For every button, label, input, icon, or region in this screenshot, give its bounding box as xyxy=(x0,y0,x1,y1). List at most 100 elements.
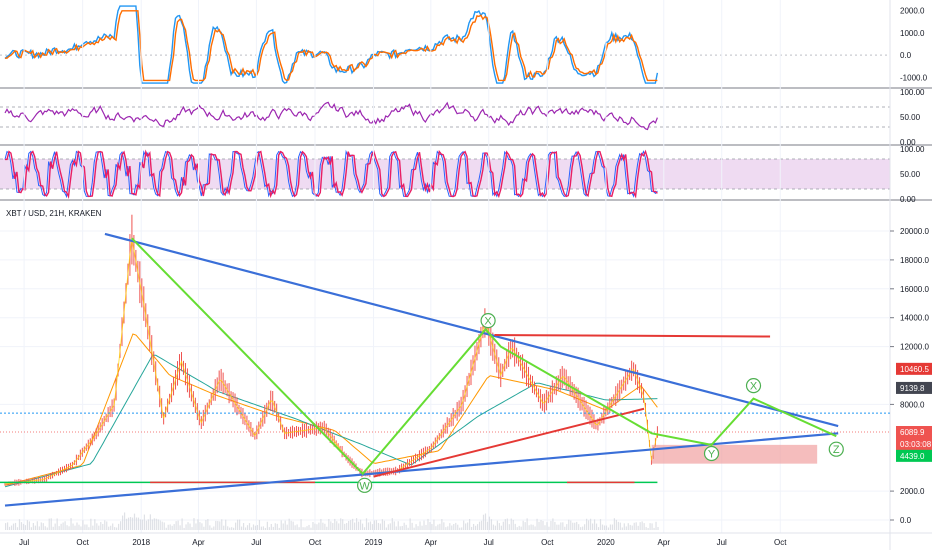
volume-bar xyxy=(205,520,207,530)
volume-bar xyxy=(175,521,177,530)
volume-bar xyxy=(467,522,469,530)
volume-bar xyxy=(647,527,649,530)
volume-bar xyxy=(102,523,104,530)
volume-bar xyxy=(457,524,459,530)
volume-bar xyxy=(580,527,582,530)
volume-bar xyxy=(62,522,64,530)
stoch-k-line xyxy=(4,149,658,199)
volume-bar xyxy=(290,520,292,530)
price-tag-bg xyxy=(896,426,932,439)
volume-bar xyxy=(437,524,439,530)
volume-bar xyxy=(258,520,261,530)
volume-bar xyxy=(403,522,405,530)
target-zone-box xyxy=(651,444,818,464)
volume-bar xyxy=(635,522,637,530)
volume-bar xyxy=(274,523,276,530)
volume-bar xyxy=(334,518,336,530)
volume-bar xyxy=(153,518,155,530)
volume-bar xyxy=(64,521,66,530)
volume-bar xyxy=(407,527,409,530)
volume-bar xyxy=(582,526,584,530)
volume-bar xyxy=(651,523,653,530)
x-tick-label: 2018 xyxy=(132,538,150,547)
volume-bar xyxy=(350,520,352,530)
volume-bar xyxy=(183,527,185,530)
volume-bar xyxy=(589,518,592,530)
time-axis[interactable]: Jul Oct 2018 Apr Jul Oct 2019 Apr Jul Oct 2020 Apr J… xyxy=(0,532,932,547)
volume-bar xyxy=(50,518,52,530)
volume-bar xyxy=(639,522,641,530)
volume-bar xyxy=(399,526,401,530)
volume-bar xyxy=(242,523,245,530)
volume-bar xyxy=(478,521,481,530)
volume-bar xyxy=(8,526,11,530)
volume-bar xyxy=(98,525,100,530)
volume-bar xyxy=(578,524,580,530)
price-tag-bg xyxy=(896,438,932,451)
x-tick-label: Jul xyxy=(251,538,261,547)
volume-bar xyxy=(141,519,144,530)
volume-bar xyxy=(469,518,471,530)
volume-bar xyxy=(411,522,413,530)
volume-bar xyxy=(90,518,92,530)
price-axis[interactable]: 20000.0 18000.0 16000.0 14000.0 12000.0 8000.… xyxy=(890,7,932,525)
volume-bar xyxy=(439,523,441,530)
x-tick-label: Apr xyxy=(192,538,205,547)
volume-bar xyxy=(463,520,465,530)
price-panel[interactable]: X W Y X Z xyxy=(0,0,891,550)
volume-bar xyxy=(28,521,30,530)
volume-bar xyxy=(355,518,358,530)
volume-bar xyxy=(586,518,588,530)
volume-bar xyxy=(181,518,183,530)
volume-bar xyxy=(215,520,217,530)
volume-bar xyxy=(46,527,48,530)
volume-bar xyxy=(94,519,96,530)
price-tag: 9139.8 xyxy=(900,384,925,393)
volume-bar xyxy=(110,525,112,530)
volume-bar xyxy=(157,519,159,530)
volume-bar xyxy=(506,518,508,530)
x-tick-label: Apr xyxy=(425,538,438,547)
volume-bar xyxy=(544,525,546,530)
volume-bar xyxy=(546,522,548,530)
wave-label: Y xyxy=(708,449,716,461)
red-resistance-line xyxy=(494,334,771,338)
volume-bar xyxy=(149,514,151,530)
volume-bar xyxy=(363,527,366,530)
volume-bar xyxy=(453,523,455,530)
volume-bar xyxy=(233,527,235,530)
volume-bar xyxy=(595,523,598,530)
volume-bar xyxy=(197,519,199,530)
volume-bar xyxy=(601,524,604,530)
volume-bar xyxy=(482,514,485,530)
volume-bar xyxy=(54,523,56,530)
volume-bar xyxy=(10,525,13,530)
volume-bar xyxy=(427,518,429,530)
volume-bar xyxy=(56,518,58,530)
volume-bar xyxy=(631,525,633,530)
volume-bar xyxy=(609,524,612,530)
volume-bar xyxy=(480,520,483,530)
y-tick-label: 12000.0 xyxy=(900,343,929,352)
volume-bar xyxy=(524,522,526,530)
volume-bar xyxy=(30,527,32,530)
y-tick-label: 16000.0 xyxy=(900,285,929,294)
volume-bar xyxy=(611,524,614,530)
volume-bar xyxy=(125,518,128,530)
volume-bar xyxy=(276,523,278,530)
volume-bar xyxy=(574,522,576,530)
volume-bar xyxy=(213,526,215,530)
volume-bar xyxy=(229,527,231,530)
wave-label: W xyxy=(359,480,370,492)
volume-bar xyxy=(425,524,427,530)
volume-bar xyxy=(465,523,467,530)
volume-bar xyxy=(649,523,651,530)
indicator-panels xyxy=(0,5,932,201)
volume-bar xyxy=(419,521,421,530)
volume-bar xyxy=(288,518,290,530)
volume-bar xyxy=(308,524,310,530)
volume-bar xyxy=(564,526,566,530)
volume-bar xyxy=(284,520,286,530)
y-tick-label: 0.0 xyxy=(900,516,912,525)
